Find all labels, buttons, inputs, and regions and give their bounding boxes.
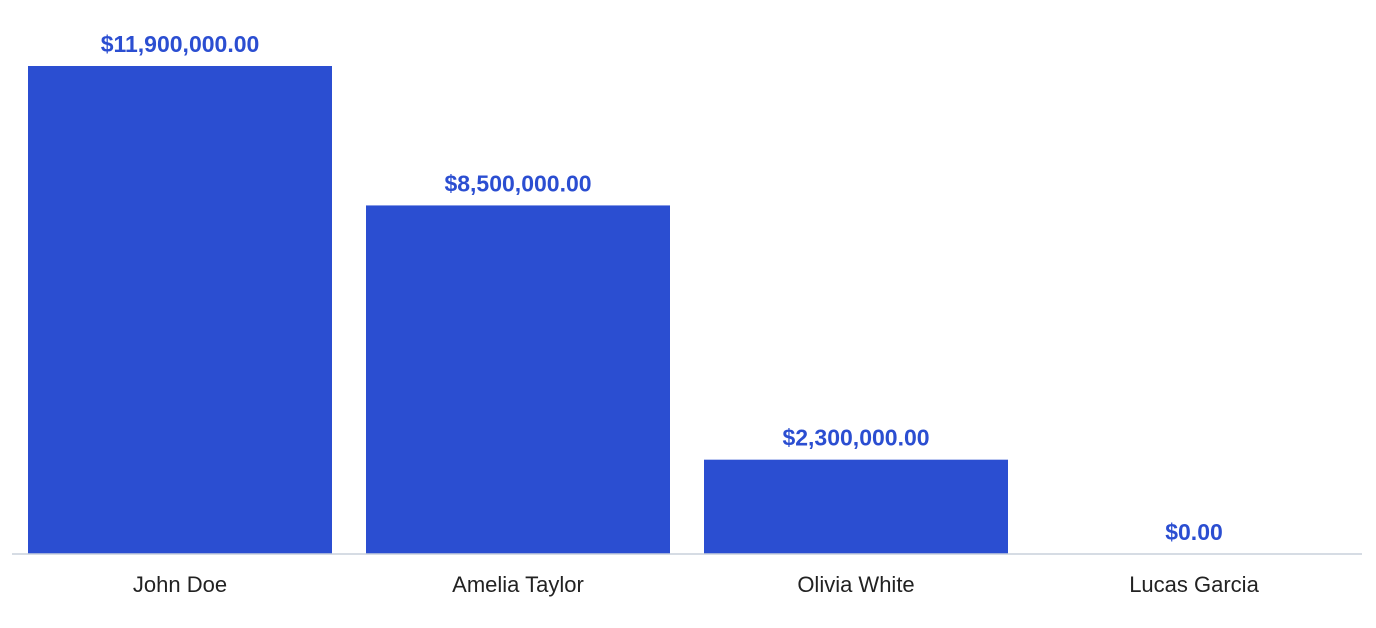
bar-john-doe[interactable] [28, 66, 332, 554]
category-label: Amelia Taylor [452, 572, 584, 597]
value-labels-layer: $11,900,000.00 $8,500,000.00 $2,300,000.00… [101, 31, 1223, 545]
category-label: John Doe [133, 572, 227, 597]
bar-amelia-taylor[interactable] [366, 205, 670, 554]
value-label: $2,300,000.00 [782, 425, 929, 451]
category-labels-layer: John Doe Amelia Taylor Olivia White Lucas G… [133, 572, 1260, 597]
value-label: $8,500,000.00 [444, 170, 591, 196]
bar-olivia-white[interactable] [704, 459, 1008, 554]
category-label: Lucas Garcia [1129, 572, 1259, 597]
category-label: Olivia White [797, 572, 914, 597]
value-label: $11,900,000.00 [101, 31, 260, 57]
bars-layer [28, 66, 1008, 554]
value-label: $0.00 [1165, 519, 1223, 545]
